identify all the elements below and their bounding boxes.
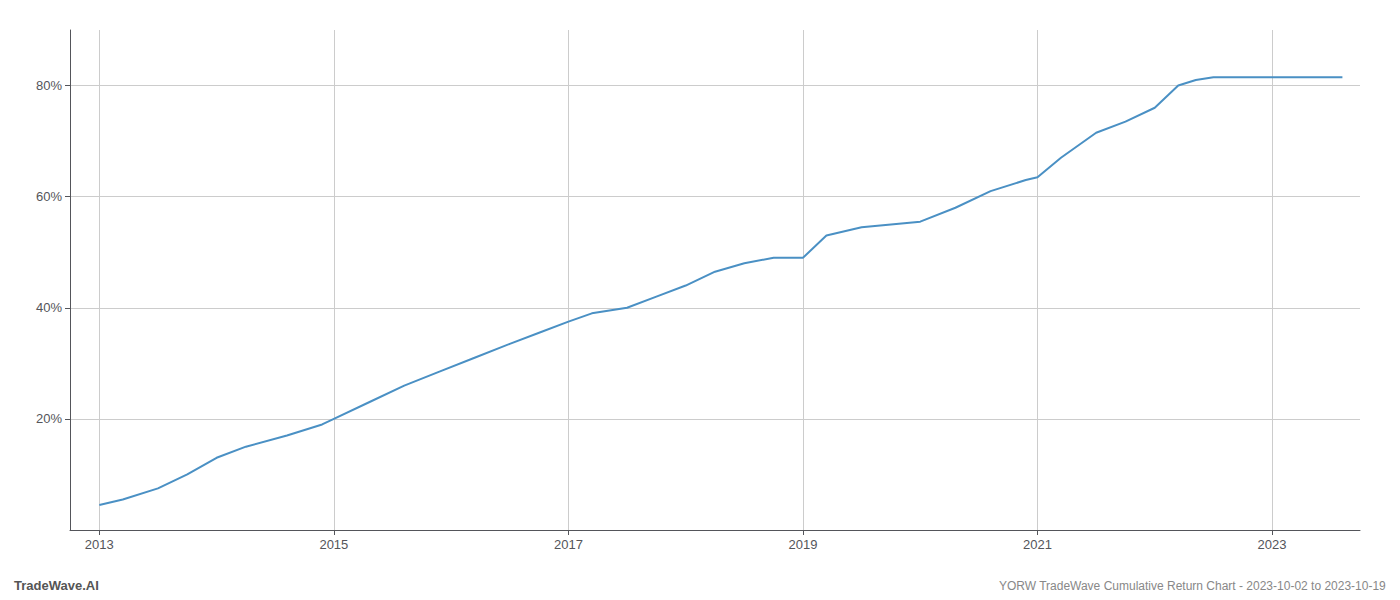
svg-text:2023: 2023 bbox=[1258, 537, 1287, 552]
svg-text:2019: 2019 bbox=[788, 537, 817, 552]
svg-text:TradeWave.AI: TradeWave.AI bbox=[14, 578, 99, 593]
svg-text:80%: 80% bbox=[36, 78, 62, 93]
svg-text:40%: 40% bbox=[36, 300, 62, 315]
svg-text:60%: 60% bbox=[36, 189, 62, 204]
svg-text:2015: 2015 bbox=[319, 537, 348, 552]
svg-text:2013: 2013 bbox=[85, 537, 114, 552]
svg-text:2017: 2017 bbox=[554, 537, 583, 552]
svg-text:2021: 2021 bbox=[1023, 537, 1052, 552]
svg-text:YORW TradeWave Cumulative Retu: YORW TradeWave Cumulative Return Chart -… bbox=[999, 579, 1386, 593]
svg-text:20%: 20% bbox=[36, 411, 62, 426]
